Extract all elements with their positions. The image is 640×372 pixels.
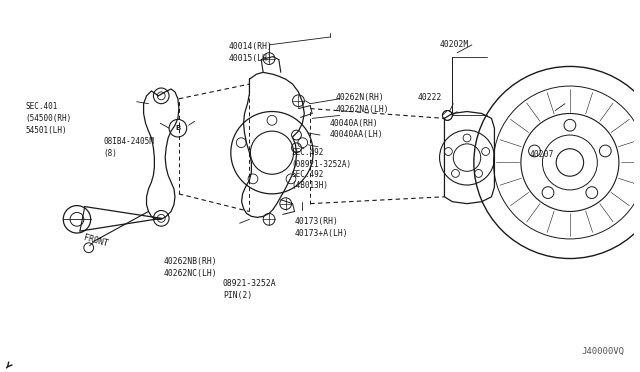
Text: 40207: 40207	[530, 150, 554, 158]
Text: 40040A(RH)
40040AA(LH): 40040A(RH) 40040AA(LH)	[330, 119, 383, 140]
Text: 40173(RH)
40173+A(LH): 40173(RH) 40173+A(LH)	[295, 217, 349, 238]
Text: 40262N(RH)
40262NA(LH): 40262N(RH) 40262NA(LH)	[336, 93, 389, 114]
Text: FRONT: FRONT	[83, 233, 109, 248]
Text: 40262NB(RH)
40262NC(LH): 40262NB(RH) 40262NC(LH)	[163, 257, 217, 278]
Text: SEC.492
(4B013H): SEC.492 (4B013H)	[292, 170, 329, 190]
Text: SEC.401
(54500(RH)
54501(LH): SEC.401 (54500(RH) 54501(LH)	[25, 102, 72, 135]
Text: 40202M: 40202M	[439, 40, 468, 49]
Text: 08921-3252A
PIN(2): 08921-3252A PIN(2)	[223, 279, 276, 300]
Text: SEC.492
(08921-3252A): SEC.492 (08921-3252A)	[292, 148, 352, 169]
Text: J40000VQ: J40000VQ	[581, 347, 624, 356]
Text: 40014(RH)
40015(LH): 40014(RH) 40015(LH)	[229, 42, 273, 63]
Text: B: B	[175, 125, 180, 131]
Text: 40222: 40222	[417, 93, 442, 102]
Text: 08IB4-2405M
(8): 08IB4-2405M (8)	[104, 137, 154, 158]
